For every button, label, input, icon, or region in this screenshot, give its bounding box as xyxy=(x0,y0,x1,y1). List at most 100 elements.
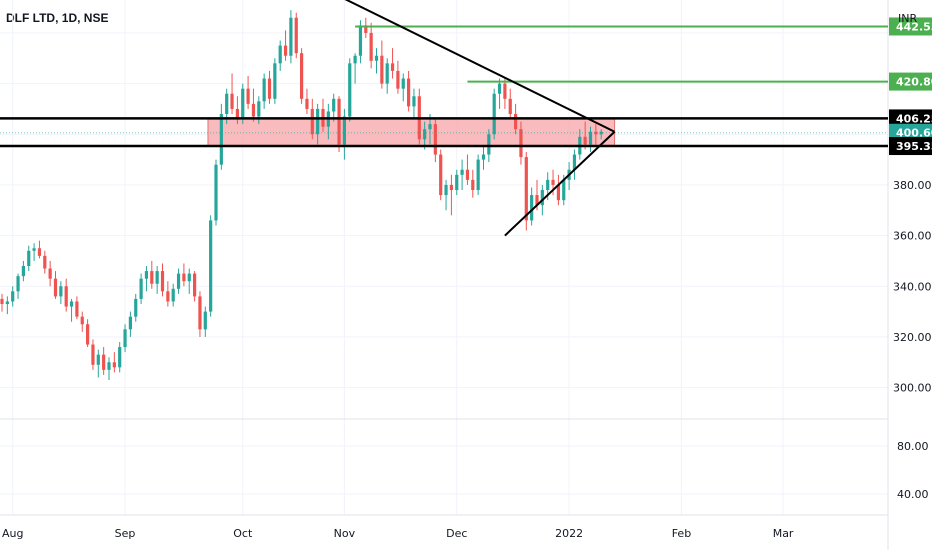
candle-body xyxy=(471,179,475,190)
candle-body xyxy=(278,45,282,64)
candle-body xyxy=(492,93,496,135)
candle-body xyxy=(225,93,229,114)
lower-trendline xyxy=(504,131,616,237)
candle-body xyxy=(283,45,288,56)
candle-body xyxy=(267,78,272,99)
candle-body xyxy=(439,154,443,196)
upper-trendline xyxy=(344,0,616,133)
price-tick-label: 380.00 xyxy=(893,179,932,192)
candle-body xyxy=(75,301,79,317)
candle-body xyxy=(144,271,149,279)
candle-body xyxy=(166,291,170,302)
price-level-badge-label: 442.55 xyxy=(896,20,932,33)
candle-body xyxy=(337,98,341,145)
candle-body xyxy=(380,55,384,84)
candle-body xyxy=(407,78,411,107)
candle-body xyxy=(385,63,389,84)
drawings-layer xyxy=(0,0,888,237)
candle-body xyxy=(96,354,100,365)
candle-body xyxy=(481,154,486,160)
candle-body xyxy=(300,53,304,99)
candle-body xyxy=(514,114,518,130)
price-level-badge-label: 420.80 xyxy=(896,76,932,89)
candle-body xyxy=(69,301,74,307)
candle-body xyxy=(11,291,15,302)
currency-label: INR xyxy=(898,12,917,25)
candle-body xyxy=(455,174,459,190)
price-tick-label: 340.00 xyxy=(893,280,932,293)
candle-body xyxy=(251,103,256,117)
price-level-badge xyxy=(889,137,932,156)
candle-body xyxy=(32,248,36,251)
candle-body xyxy=(53,278,58,297)
candle-body xyxy=(460,169,464,175)
candle-body xyxy=(588,131,593,145)
candle-body xyxy=(508,98,512,114)
candle-body xyxy=(465,169,470,180)
candle-body xyxy=(524,157,528,221)
candle-body xyxy=(310,108,314,135)
candle-body xyxy=(16,276,20,292)
time-tick-label: Nov xyxy=(334,527,356,540)
price-tick-label: 300.00 xyxy=(893,382,932,395)
price-axis: 300.00 320.00 340.00 360.00 380.00 80.00 40.00… xyxy=(889,17,932,501)
candle-body xyxy=(209,220,213,312)
candle-body xyxy=(358,25,363,56)
candle-body xyxy=(444,184,448,196)
candle-body xyxy=(123,329,127,348)
price-level-badge xyxy=(889,72,932,91)
candle-body xyxy=(118,347,122,368)
time-tick-label: 2022 xyxy=(555,527,583,540)
candle-body xyxy=(556,184,560,201)
chart-title: DLF LTD, 1D, NSE xyxy=(6,11,109,25)
candle-body xyxy=(219,114,223,165)
time-axis: Aug Sep Oct Nov Dec 2022 Feb Mar xyxy=(2,527,794,540)
candle-body xyxy=(27,250,31,266)
price-level-badge xyxy=(889,17,932,36)
demand-zone-rect xyxy=(207,117,616,147)
candle-body xyxy=(487,134,491,155)
candle-body xyxy=(396,70,400,89)
candle-body xyxy=(294,17,298,54)
price-tick-label: 320.00 xyxy=(893,331,932,344)
candle-body xyxy=(37,248,42,256)
candle-body xyxy=(160,271,165,292)
candle-body xyxy=(235,108,239,120)
candle-body xyxy=(342,116,346,145)
time-tick-label: Feb xyxy=(672,527,691,540)
candle-body xyxy=(599,131,603,135)
candle-body xyxy=(535,195,539,206)
candle-body xyxy=(369,32,373,61)
price-level-badge xyxy=(889,109,932,128)
time-tick-label: Dec xyxy=(446,527,467,540)
candle-body xyxy=(583,136,587,145)
candle-body xyxy=(551,179,555,185)
candle-body xyxy=(80,316,84,325)
candle-body xyxy=(5,301,9,304)
candle-body xyxy=(423,129,427,140)
time-tick-label: Oct xyxy=(233,527,253,540)
candle-body xyxy=(193,273,197,297)
candle-body xyxy=(262,78,266,102)
candle-body xyxy=(182,273,186,282)
candles-layer xyxy=(0,10,603,380)
candle-body xyxy=(107,362,111,370)
candle-body xyxy=(449,184,453,190)
candle-body xyxy=(562,179,566,201)
candle-body xyxy=(134,298,138,317)
candle-body xyxy=(257,101,261,117)
candle-body xyxy=(139,278,143,299)
candle-body xyxy=(176,273,181,289)
candle-body xyxy=(112,362,116,368)
candle-body xyxy=(43,255,47,269)
candle-body xyxy=(353,55,357,64)
candle-body xyxy=(332,98,336,112)
price-tick-label: 360.00 xyxy=(893,230,932,243)
price-level-badge-label: 395.35 xyxy=(896,140,932,153)
candle-body xyxy=(401,78,405,89)
candle-body xyxy=(428,124,432,130)
candle-body xyxy=(546,179,550,190)
candle-body xyxy=(348,63,352,117)
candle-body xyxy=(0,298,4,304)
